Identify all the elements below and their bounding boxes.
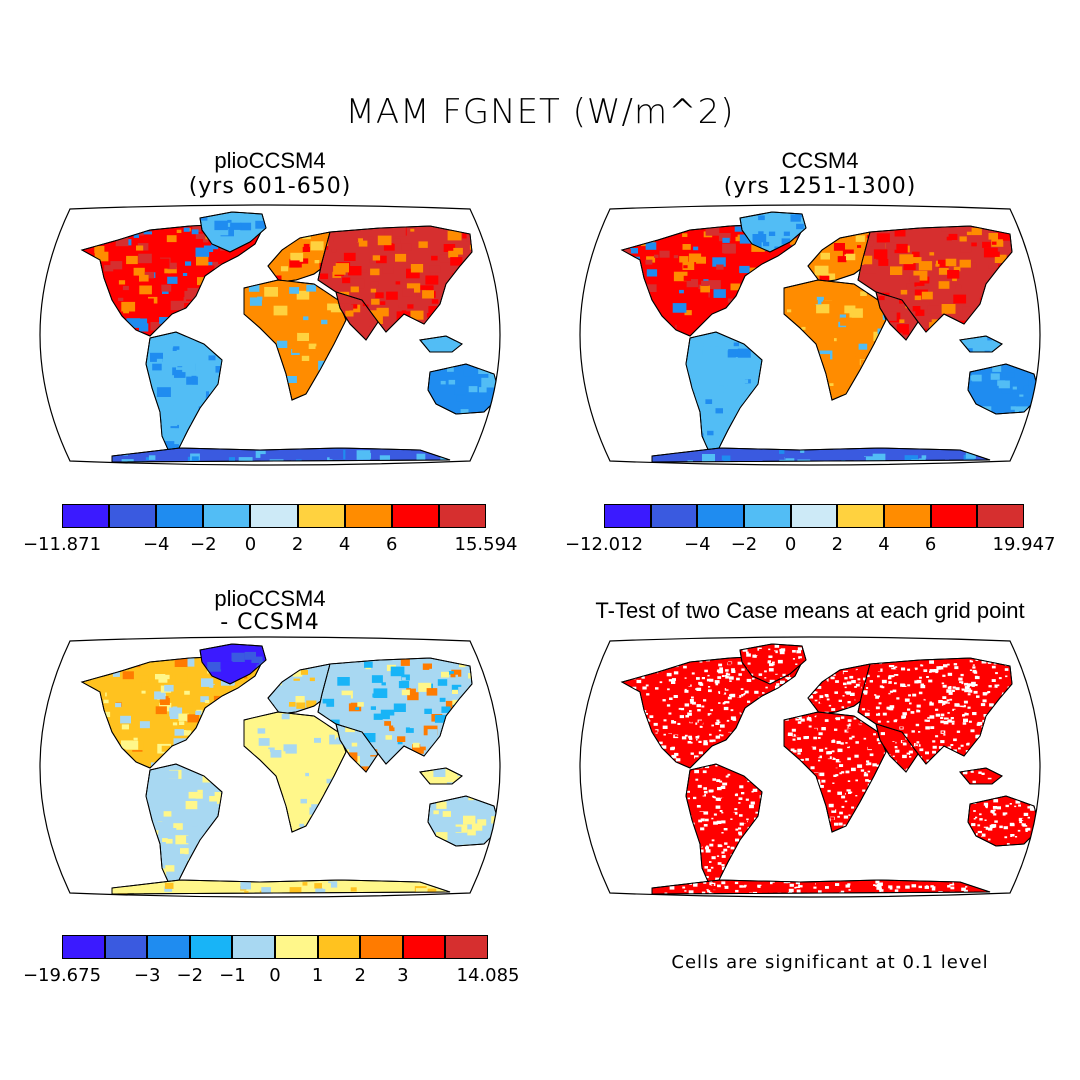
- map-frame: [579, 204, 1041, 466]
- colorbar-tick-label: 2: [291, 534, 304, 555]
- colorbar-tick-label: −12.012: [564, 534, 644, 555]
- colorbar-swatch: [837, 504, 884, 528]
- colorbar-swatch: [930, 504, 978, 528]
- colorbar-swatch: [156, 504, 204, 528]
- colorbar-swatch: [360, 935, 403, 959]
- colorbar-tick-label: 2: [831, 534, 844, 555]
- colorbar-swatch: [109, 504, 157, 528]
- colorbar-tick-label: 6: [924, 534, 937, 555]
- colorbar-swatch: [402, 935, 446, 959]
- panel3-map: [39, 636, 501, 898]
- panel1-title: plioCCSM4: [214, 148, 326, 173]
- colorbar-swatch: [445, 935, 488, 959]
- panel4-map: [579, 636, 1041, 898]
- colorbar-swatch: [250, 504, 298, 528]
- panel3-colorbar: [62, 935, 488, 959]
- panel1-colorbar-labels: −11.871 −4 −2 0 2 4 6 15.594: [23, 534, 518, 558]
- panel1-colorbar: [62, 504, 486, 528]
- colorbar-tick-label: −2: [176, 965, 204, 986]
- panel4-title: T-Test of two Case means at each grid po…: [595, 598, 1025, 623]
- colorbar-swatch: [604, 504, 651, 528]
- colorbar-tick-label: 19.947: [992, 534, 1056, 555]
- colorbar-swatch: [650, 504, 698, 528]
- colorbar-swatch: [744, 504, 791, 528]
- colorbar-tick-label: −3: [133, 965, 161, 986]
- colorbar-swatch: [297, 504, 345, 528]
- colorbar-tick-label: 15.594: [454, 534, 518, 555]
- panel3-subtitle: - CCSM4: [220, 610, 320, 635]
- colorbar-tick-label: 4: [338, 534, 351, 555]
- colorbar-tick-label: −11.871: [22, 534, 102, 555]
- colorbar-tick-label: 0: [784, 534, 797, 555]
- colorbar-tick-label: 1: [311, 965, 324, 986]
- colorbar-swatch: [884, 504, 931, 528]
- colorbar-swatch: [62, 935, 105, 959]
- panel1-subtitle: (yrs 601-650): [188, 174, 352, 199]
- colorbar-swatch: [203, 504, 251, 528]
- map-frame: [39, 636, 501, 898]
- colorbar-tick-label: −2: [190, 534, 217, 555]
- colorbar-swatch: [697, 504, 744, 528]
- colorbar-tick-label: 4: [878, 534, 890, 555]
- colorbar-swatch: [977, 504, 1024, 528]
- colorbar-tick-label: −1: [219, 965, 246, 986]
- colorbar-swatch: [62, 504, 110, 528]
- figure-title: MAM FGNET (W/m^2): [345, 92, 735, 132]
- colorbar-swatch: [104, 935, 148, 959]
- map-frame: [579, 636, 1041, 898]
- map-frame: [39, 204, 501, 466]
- colorbar-tick-label: 14.085: [456, 965, 520, 986]
- colorbar-tick-label: −4: [142, 534, 170, 555]
- colorbar-tick-label: 2: [354, 965, 366, 986]
- colorbar-swatch: [147, 935, 190, 959]
- panel2-colorbar: [604, 504, 1024, 528]
- colorbar-tick-label: −19.675: [22, 965, 102, 986]
- panel2-map: [579, 204, 1041, 466]
- colorbar-tick-label: 0: [269, 965, 281, 986]
- panel2-colorbar-labels: −12.012 −4 −2 0 2 4 6 19.947: [565, 534, 1056, 558]
- colorbar-swatch: [790, 504, 838, 528]
- panel3-title: plioCCSM4: [214, 586, 326, 611]
- panel1-map: [39, 204, 501, 466]
- colorbar-swatch: [438, 504, 486, 528]
- panel2-title: CCSM4: [781, 148, 859, 173]
- colorbar-swatch: [275, 935, 318, 959]
- colorbar-tick-label: 0: [244, 534, 257, 555]
- panel2-subtitle: (yrs 1251-1300): [723, 174, 917, 199]
- colorbar-swatch: [189, 935, 233, 959]
- colorbar-swatch: [317, 935, 361, 959]
- colorbar-swatch: [344, 504, 392, 528]
- colorbar-swatch: [391, 504, 439, 528]
- colorbar-swatch: [232, 935, 275, 959]
- colorbar-tick-label: 3: [397, 965, 409, 986]
- panel4-note: Cells are significant at 0.1 level: [671, 952, 989, 973]
- colorbar-tick-label: −4: [684, 534, 711, 555]
- colorbar-tick-label: 6: [386, 534, 398, 555]
- panel3-colorbar-labels: −19.675 −3 −2 −1 0 1 2 3 14.085: [23, 965, 520, 989]
- colorbar-tick-label: −2: [730, 534, 758, 555]
